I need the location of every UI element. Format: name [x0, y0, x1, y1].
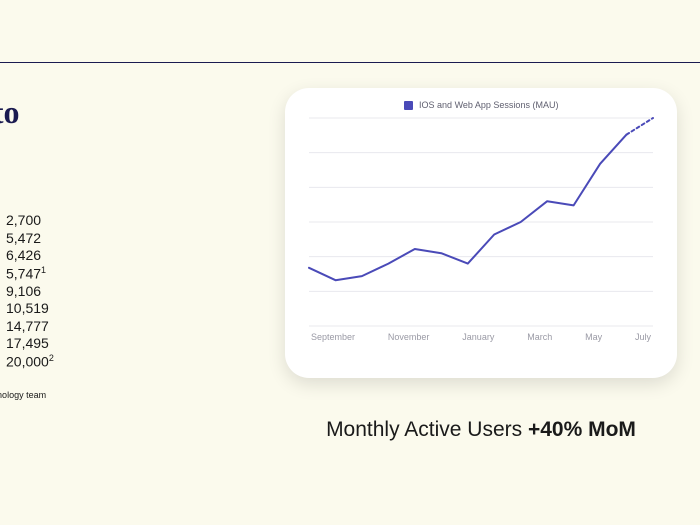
stat-row: 17,495: [6, 335, 54, 353]
headline-line: 00 MAU: [0, 130, 180, 165]
stat-footnote-marker: 2: [49, 353, 54, 363]
x-axis-label: November: [388, 332, 430, 342]
stat-value: 20,000: [6, 353, 49, 369]
stat-value: 9,106: [6, 283, 41, 299]
stat-value: 10,519: [6, 300, 49, 316]
headline: racking to 00 MAU OY.: [0, 95, 180, 199]
chart-x-axis: September November January March May July: [311, 332, 651, 342]
x-axis-label: January: [462, 332, 494, 342]
headline-line: racking to: [0, 95, 180, 130]
stat-row: 9,106: [6, 283, 54, 301]
stat-list: 2,700 5,4726,426 5,74719,10610,519 14,77717…: [6, 212, 54, 371]
stat-row: 6,426: [6, 247, 54, 265]
x-axis-label: March: [527, 332, 552, 342]
x-axis-label: September: [311, 332, 355, 342]
stat-value: 5,472: [6, 230, 41, 246]
stat-row: 2,700: [6, 212, 54, 230]
stat-row: 10,519: [6, 300, 54, 318]
stat-footnote-marker: 1: [41, 265, 46, 275]
footnote: ing toward the end of: [0, 410, 160, 422]
x-axis-label: July: [635, 332, 651, 342]
stat-value: 2,700: [6, 212, 41, 228]
footnote: ion over growth as we technology team: [0, 390, 160, 402]
legend-swatch-icon: [404, 101, 413, 110]
stat-row: 5,7471: [6, 265, 54, 283]
chart-svg: [301, 114, 661, 344]
chart-legend: IOS and Web App Sessions (MAU): [301, 100, 661, 110]
stat-row: 5,472: [6, 230, 54, 248]
x-axis-label: May: [585, 332, 602, 342]
headline-line: OY.: [0, 164, 180, 199]
legend-label: IOS and Web App Sessions (MAU): [419, 100, 558, 110]
stat-value: 6,426: [6, 247, 41, 263]
chart-caption: Monthly Active Users +40% MoM: [285, 418, 677, 442]
caption-prefix: Monthly Active Users: [326, 418, 528, 441]
stat-value: 5,747: [6, 265, 41, 281]
caption-bold: +40% MoM: [528, 418, 636, 441]
stat-row: 14,777: [6, 318, 54, 336]
slide: racking to 00 MAU OY. 2,700 5,4726,426 5,7…: [0, 0, 700, 525]
stat-value: 14,777: [6, 318, 49, 334]
stat-value: 17,495: [6, 335, 49, 351]
chart-card: IOS and Web App Sessions (MAU) September…: [285, 88, 677, 378]
chart-plot: September November January March May July: [301, 114, 661, 344]
stat-row: 20,0002: [6, 353, 54, 371]
footnotes: ion over growth as we technology team in…: [0, 390, 160, 429]
